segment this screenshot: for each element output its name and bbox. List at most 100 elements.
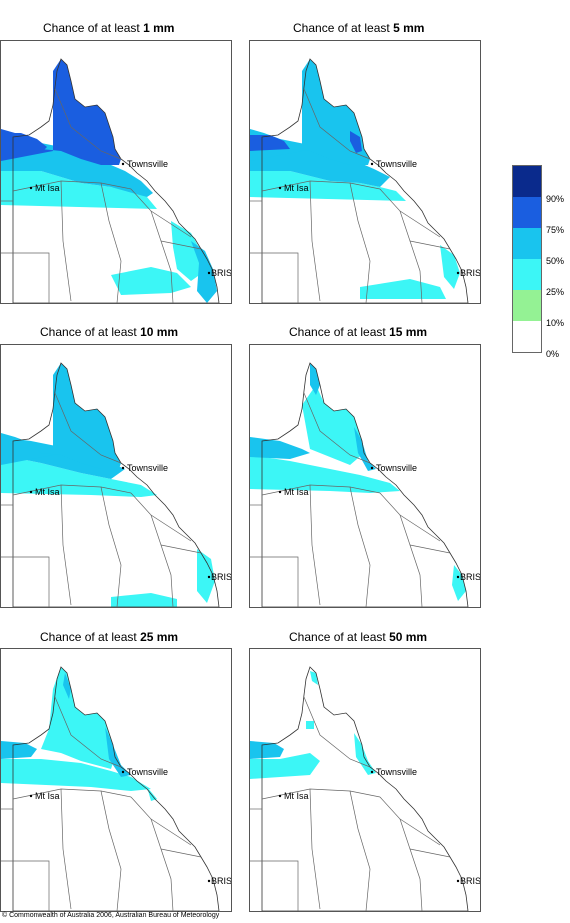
state-outline	[261, 58, 469, 303]
map-svg: Townsville Mt Isa BRIS	[1, 649, 231, 911]
brisbane-label: BRIS	[460, 572, 480, 582]
probability-band	[250, 437, 310, 459]
legend-label-90: 90%	[546, 194, 565, 204]
district-boundary	[261, 484, 381, 496]
brisbane-label: BRIS	[211, 876, 231, 886]
panel-title-10mm: Chance of at least 10 mm	[40, 325, 179, 339]
legend-label-25: 25%	[546, 287, 565, 297]
probability-band	[1, 455, 157, 497]
map-svg: Townsville Mt Isa BRIS	[1, 345, 231, 607]
mt-isa-label: Mt Isa	[284, 183, 309, 193]
probability-band	[147, 787, 157, 801]
probability-band	[250, 135, 290, 151]
town-marker	[207, 271, 211, 275]
probability-band	[354, 427, 376, 471]
state-outline	[12, 58, 220, 303]
mt-isa-label: Mt Isa	[284, 791, 309, 801]
district-boundary	[60, 788, 72, 910]
probability-band	[250, 741, 284, 759]
probability-band	[1, 59, 121, 165]
district-boundary	[1, 860, 50, 911]
probability-band	[350, 131, 362, 153]
copyright-notice: © Commonwealth of Australia 2006, Austra…	[2, 912, 220, 919]
district-boundary	[399, 514, 441, 542]
legend-label-50: 50%	[546, 256, 565, 266]
townsville-label: Townsville	[127, 767, 168, 777]
district-boundary	[399, 210, 441, 238]
district-boundary	[349, 486, 371, 607]
town-marker	[207, 879, 211, 883]
brisbane-label: BRIS	[211, 572, 231, 582]
probability-band	[171, 221, 205, 281]
panel-title-15mm: Chance of at least 15 mm	[289, 325, 428, 339]
district-boundary	[1, 252, 50, 303]
probability-band	[1, 759, 151, 791]
townsville-label: Townsville	[376, 463, 417, 473]
probability-band	[197, 549, 215, 603]
probability-band	[440, 245, 460, 289]
district-boundary	[309, 180, 321, 302]
probability-band	[191, 241, 217, 303]
panel-title-5mm: Chance of at least 5 mm	[293, 21, 425, 35]
district-boundary	[349, 790, 371, 911]
legend-label-75: 75%	[546, 225, 565, 235]
probability-band	[63, 673, 71, 699]
town-marker	[370, 466, 374, 470]
town-marker	[370, 770, 374, 774]
ocean-background	[250, 649, 480, 911]
probability-band	[250, 455, 400, 493]
town-marker	[121, 466, 125, 470]
district-boundary	[100, 486, 122, 607]
map-panel-10mm: Townsville Mt Isa BRIS	[0, 344, 232, 608]
mt-isa-label: Mt Isa	[35, 791, 60, 801]
district-boundary	[60, 180, 72, 302]
district-boundary	[250, 556, 299, 607]
brisbane-label: BRIS	[460, 268, 480, 278]
town-marker	[121, 162, 125, 166]
district-boundary	[409, 848, 451, 858]
town-marker	[370, 162, 374, 166]
brisbane-label: BRIS	[460, 876, 480, 886]
district-boundary	[261, 180, 381, 192]
town-marker	[29, 490, 33, 494]
district-boundary	[12, 484, 132, 496]
district-boundary	[409, 240, 451, 250]
townsville-label: Townsville	[127, 159, 168, 169]
probability-band	[1, 741, 37, 759]
district-boundary	[160, 848, 202, 858]
district-boundary	[399, 818, 441, 846]
district-boundary	[309, 788, 321, 910]
district-boundary	[150, 210, 192, 238]
district-boundary	[303, 88, 371, 160]
map-svg: Townsville Mt Isa BRIS	[250, 649, 480, 911]
district-boundary	[54, 88, 122, 160]
legend-swatch-90	[513, 166, 541, 197]
probability-band	[1, 171, 157, 209]
panel-title-50mm: Chance of at least 50 mm	[289, 630, 428, 644]
town-marker	[278, 490, 282, 494]
map-panel-5mm: Townsville Mt Isa BRIS	[249, 40, 481, 304]
probability-band	[452, 565, 466, 601]
legend-swatch-0	[513, 321, 541, 352]
district-boundary	[54, 392, 122, 464]
town-marker	[456, 271, 460, 275]
district-boundary	[409, 544, 451, 554]
town-marker	[207, 575, 211, 579]
state-outline	[12, 666, 220, 911]
map-panel-15mm: Townsville Mt Isa BRIS	[249, 344, 481, 608]
probability-band	[250, 171, 406, 201]
district-boundary	[309, 484, 321, 606]
map-svg: Townsville Mt Isa BRIS	[250, 345, 480, 607]
district-boundary	[160, 544, 202, 554]
district-boundary	[261, 788, 381, 800]
probability-band	[250, 59, 370, 165]
map-panel-1mm: Townsville Mt Isa BRIS	[0, 40, 232, 304]
town-marker	[456, 575, 460, 579]
legend-swatch-25	[513, 259, 541, 290]
state-outline	[12, 362, 220, 607]
townsville-label: Townsville	[376, 159, 417, 169]
map-svg: Townsville Mt Isa BRIS	[1, 41, 231, 303]
district-boundary	[12, 180, 132, 192]
state-outline	[261, 666, 469, 911]
town-marker	[456, 879, 460, 883]
